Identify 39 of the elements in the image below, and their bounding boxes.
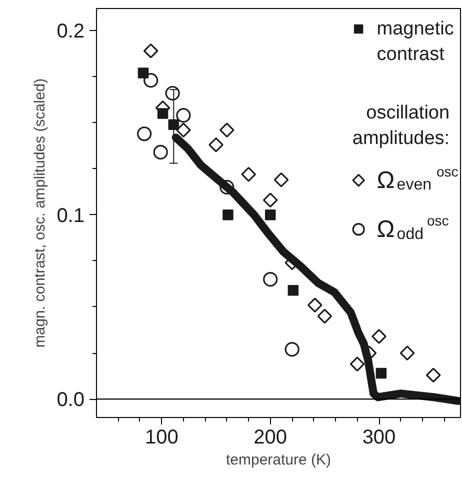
point xyxy=(137,126,152,142)
legend-label: Ωevenosc xyxy=(376,163,458,194)
point xyxy=(208,137,224,152)
point xyxy=(288,285,299,296)
point xyxy=(264,209,276,220)
point xyxy=(219,122,234,138)
point xyxy=(307,298,322,313)
point xyxy=(138,68,149,78)
x-tick-label: 200 xyxy=(254,426,288,448)
x-axis-title: temperature (K) xyxy=(226,452,332,468)
y-tick-label: 0.2 xyxy=(56,20,85,43)
point xyxy=(317,308,332,324)
x-tick-label: 100 xyxy=(145,426,178,448)
legend-label: magnetic contrast xyxy=(376,18,454,65)
point xyxy=(143,43,158,58)
legend-label: Ωoddosc xyxy=(376,212,449,243)
point xyxy=(165,86,180,101)
point xyxy=(274,172,289,188)
point xyxy=(400,346,415,360)
point xyxy=(426,368,441,383)
point xyxy=(262,192,278,208)
legend-title: oscillation amplitudes: xyxy=(352,102,450,149)
point xyxy=(222,209,234,220)
x-tick-label: 300 xyxy=(362,426,396,448)
point xyxy=(241,166,256,182)
point xyxy=(153,144,168,160)
point xyxy=(263,272,278,287)
point xyxy=(176,122,191,138)
point xyxy=(284,342,300,357)
point xyxy=(350,356,365,372)
point xyxy=(372,329,386,344)
point xyxy=(144,73,158,88)
y-axis-title: magn. contrast, osc. amplitudes (scaled) xyxy=(32,78,49,348)
y-tick-label: 0.1 xyxy=(56,204,85,227)
point xyxy=(220,180,234,194)
point xyxy=(176,108,191,123)
point xyxy=(376,368,387,379)
point xyxy=(168,119,180,130)
y-tick-label: 0.0 xyxy=(56,389,85,412)
